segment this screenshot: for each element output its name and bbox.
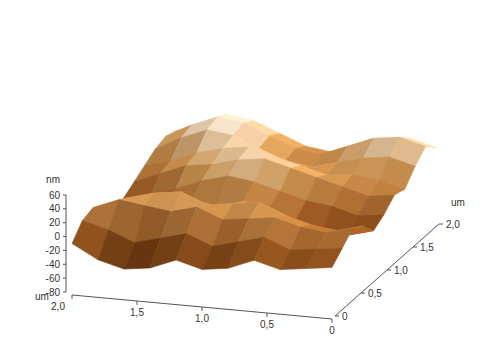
y-tick-label: 1,0 [394, 265, 408, 276]
y-tick [439, 224, 443, 225]
y-tick [387, 270, 391, 271]
y-tick [335, 316, 339, 317]
surface-cell [358, 195, 394, 216]
z-tick [63, 292, 66, 293]
x-tick [332, 319, 333, 323]
z-tick [63, 250, 66, 251]
x-axis-label: um [35, 291, 49, 302]
y-axis-label: um [451, 197, 465, 208]
x-tick-label: 0 [329, 325, 335, 336]
surface-cell [223, 136, 259, 149]
z-tick [63, 264, 66, 265]
z-tick-label: 60 [49, 190, 61, 201]
z-tick [63, 222, 66, 223]
y-tick [413, 247, 417, 248]
z-tick-label: -40 [46, 259, 61, 270]
surface-cell [249, 203, 285, 219]
z-axis-line [66, 195, 67, 292]
z-tick-label: -20 [46, 245, 61, 256]
z-tick [63, 236, 66, 237]
x-tick-label: 1,5 [130, 307, 144, 318]
chart: -80-60-40-200204060nm00,51,01,52,0um00,5… [0, 0, 480, 345]
y-tick-label: 1,5 [420, 242, 434, 253]
surface-cell [368, 180, 404, 196]
background [0, 0, 480, 345]
x-tick [72, 295, 73, 299]
surface [72, 115, 436, 270]
chart-root: -80-60-40-200204060nm00,51,01,52,0um00,5… [0, 0, 480, 345]
y-tick-label: 0 [342, 311, 348, 322]
z-tick-label: 20 [49, 217, 61, 228]
y-tick-label: 2,0 [446, 219, 460, 230]
surface-cell [306, 248, 342, 269]
z-tick-label: 0 [54, 231, 60, 242]
y-tick [361, 293, 365, 294]
axes: -80-60-40-200204060nm00,51,01,52,0um00,5… [35, 174, 465, 336]
x-tick [202, 307, 203, 311]
x-tick-label: 0,5 [260, 319, 274, 330]
y-tick-label: 0,5 [368, 288, 382, 299]
x-tick-label: 2,0 [51, 301, 65, 312]
z-tick [63, 278, 66, 279]
x-tick [137, 301, 138, 305]
surface-cell [316, 228, 352, 249]
x-tick [267, 313, 268, 317]
z-tick-label: 40 [49, 203, 61, 214]
x-tick-label: 1,0 [195, 313, 209, 324]
z-tick [63, 208, 66, 209]
z-tick-label: -60 [46, 273, 61, 284]
z-tick [63, 195, 66, 196]
y-axis-line [335, 224, 439, 316]
z-axis-label: nm [46, 174, 60, 185]
